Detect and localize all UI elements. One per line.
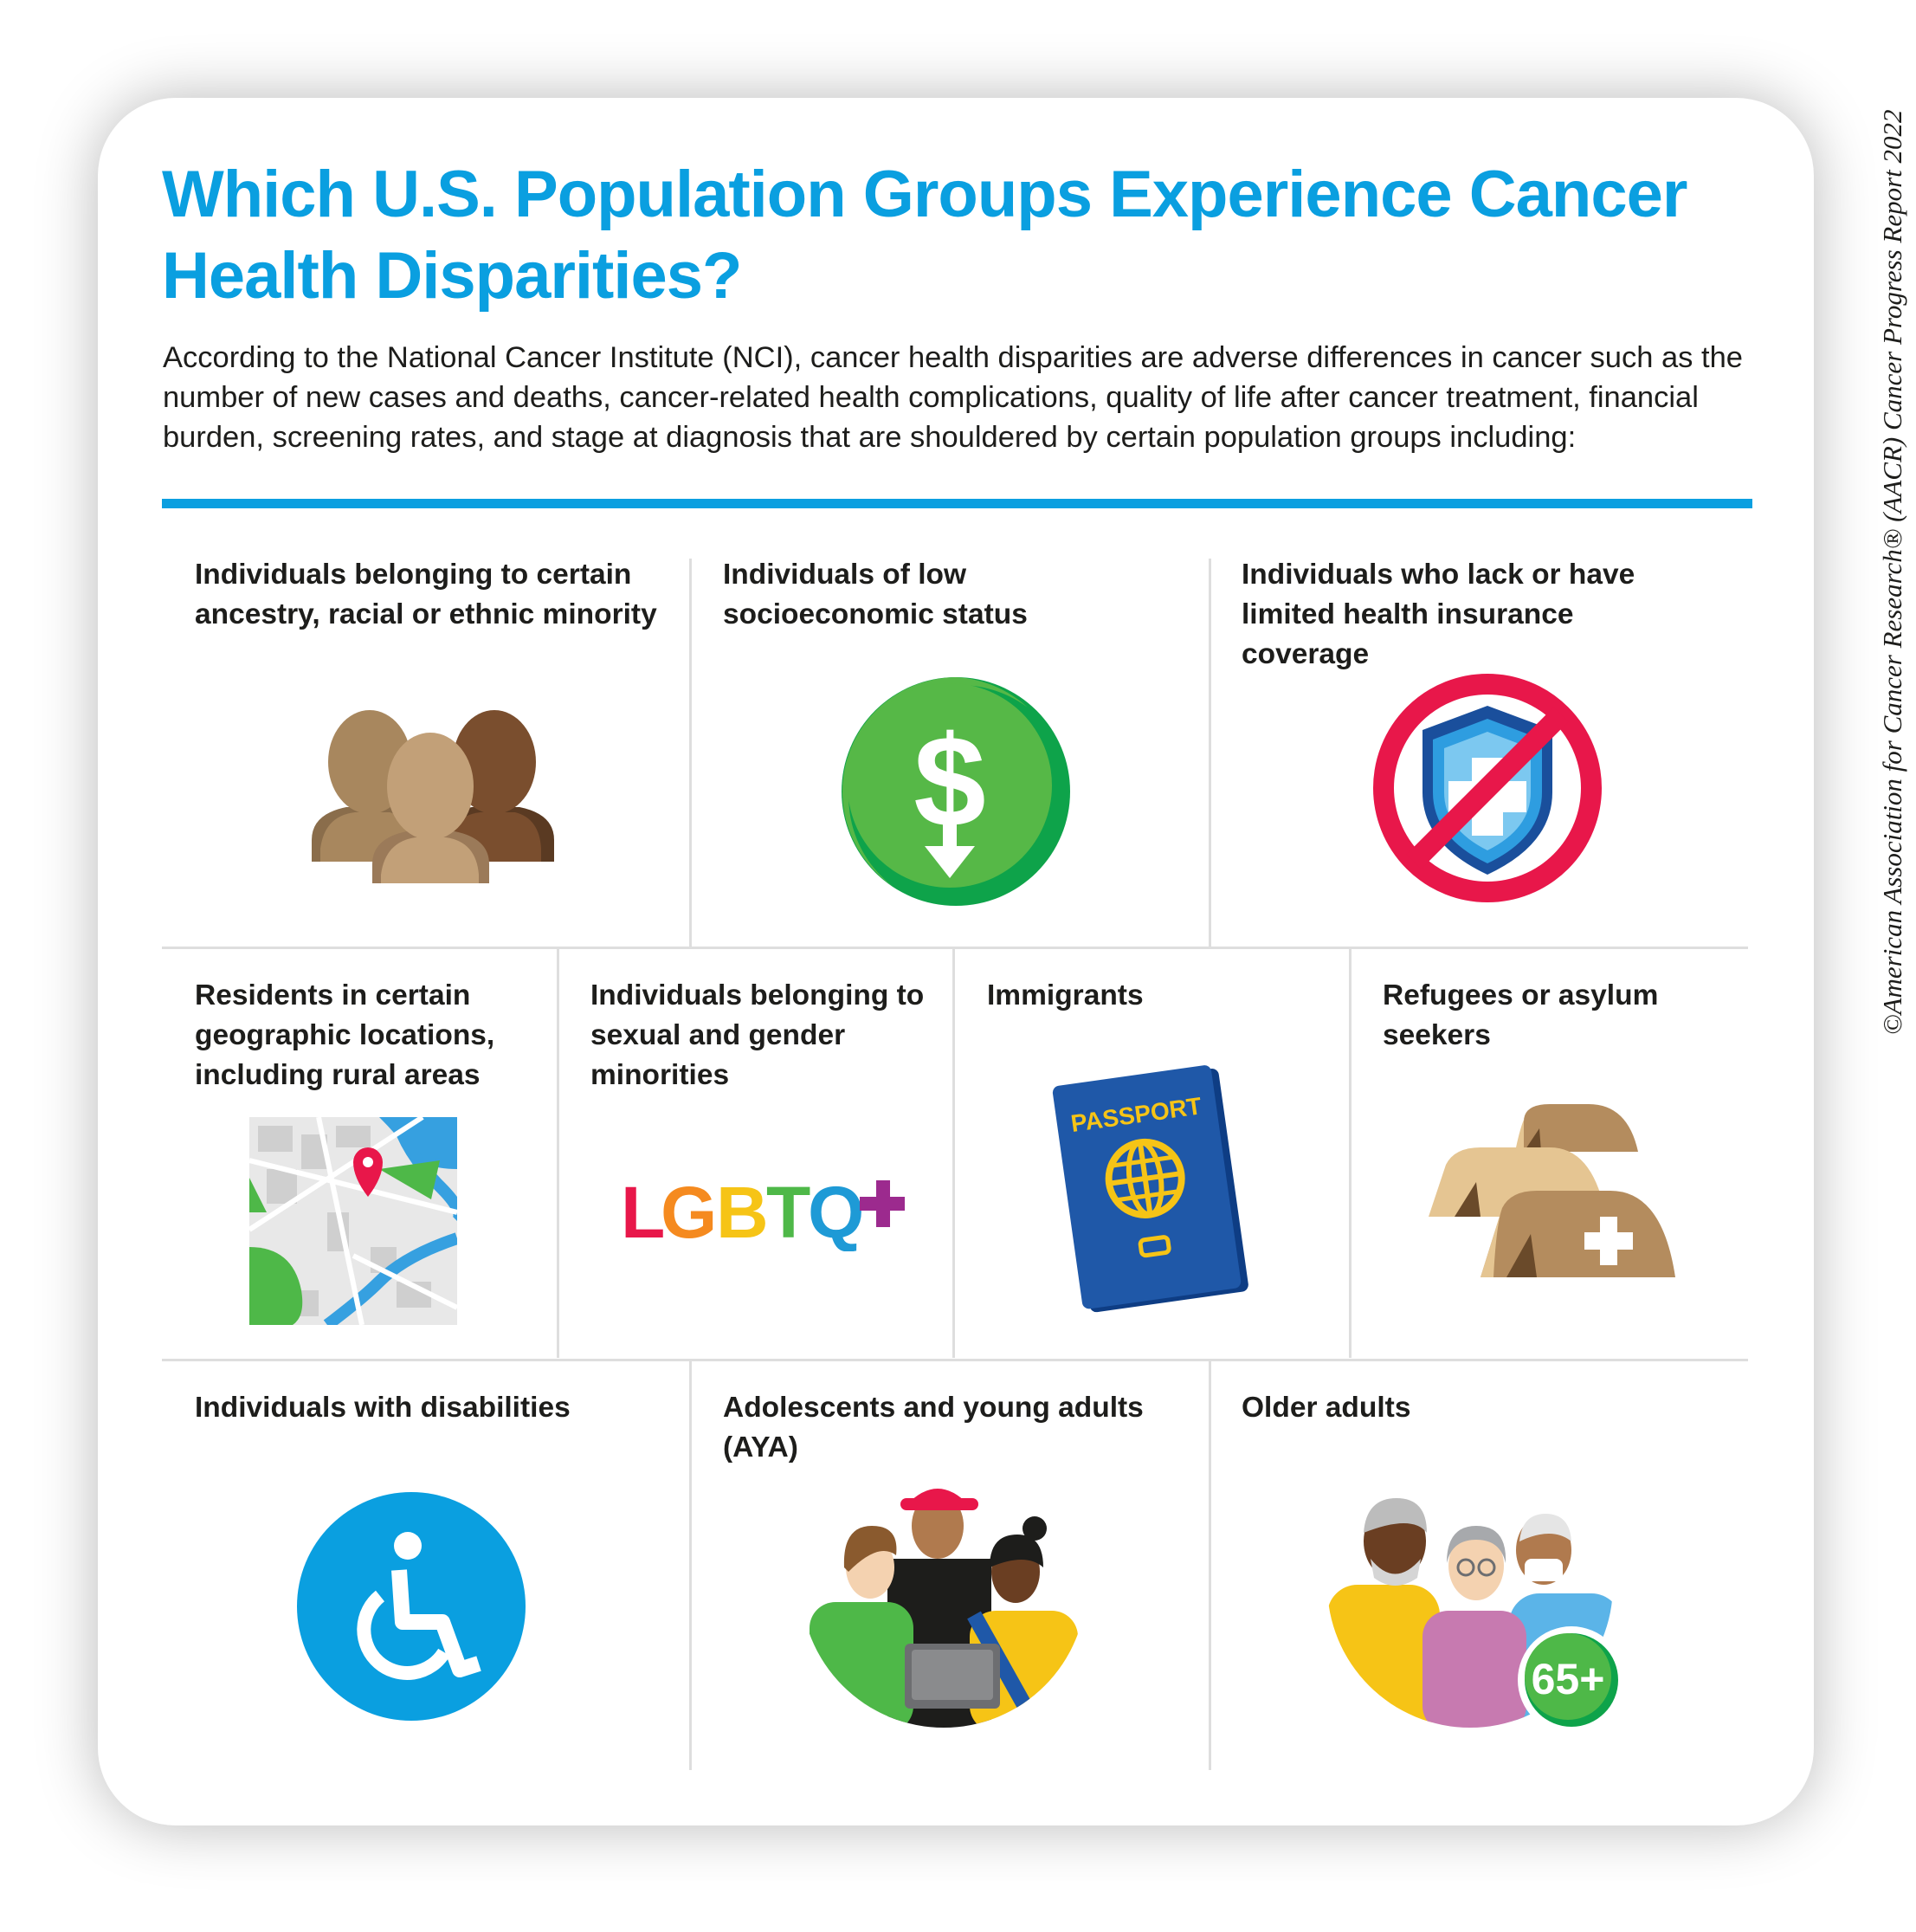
- lgbtq-icon: L G B T Q: [621, 1172, 905, 1251]
- group-label-geographic: Residents in certain geographic location…: [195, 979, 495, 1091]
- dollar-down-icon: $: [842, 677, 1070, 906]
- group-label-sexual-gender: Individuals belonging to sexual and gend…: [590, 979, 925, 1091]
- copyright-text: ©American Association for Cancer Researc…: [1877, 109, 1907, 1035]
- grid-divider: [689, 1361, 692, 1770]
- copyright-credit: ©American Association for Cancer Researc…: [1834, 95, 1907, 1039]
- svg-text:Q: Q: [808, 1172, 864, 1251]
- grid-divider: [162, 947, 1748, 949]
- grid-divider: [689, 559, 692, 947]
- older-adults-icon: 65+: [1327, 1498, 1625, 1732]
- group-label-socioeconomic: Individuals of low socioeconomic status: [723, 559, 1028, 630]
- wheelchair-icon: [297, 1492, 526, 1721]
- grid-divider: [1209, 1361, 1211, 1770]
- group-label-older-adults: Older adults: [1242, 1392, 1411, 1424]
- group-label-ancestry: Individuals belonging to certain ancestr…: [195, 559, 657, 630]
- grid-divider: [952, 949, 955, 1358]
- divider-rule: [162, 499, 1752, 508]
- svg-text:B: B: [716, 1172, 769, 1251]
- intro-text: According to the National Cancer Institu…: [163, 341, 1743, 454]
- svg-text:T: T: [766, 1172, 810, 1251]
- grid-divider: [1349, 949, 1352, 1358]
- passport-icon: PASSPORT: [1052, 1065, 1248, 1313]
- grid-divider: [557, 949, 559, 1358]
- tents-icon: [1429, 1104, 1675, 1277]
- young-adults-icon: [810, 1489, 1078, 1728]
- no-insurance-icon: [1373, 674, 1602, 902]
- page-title: Which U.S. Population Groups Experience …: [162, 158, 1687, 313]
- people-heads-icon: [312, 710, 554, 883]
- svg-text:G: G: [661, 1172, 717, 1251]
- group-label-refugees: Refugees or asylum seekers: [1383, 979, 1659, 1051]
- group-label-disabilities: Individuals with disabilities: [195, 1392, 571, 1424]
- group-label-immigrants: Immigrants: [987, 979, 1144, 1011]
- grid-divider: [1209, 559, 1211, 947]
- grid-divider: [162, 1359, 1748, 1361]
- svg-text:L: L: [621, 1172, 665, 1251]
- group-label-insurance: Individuals who lack or have limited hea…: [1242, 559, 1635, 670]
- map-icon: [249, 1117, 457, 1325]
- svg-text:65+: 65+: [1532, 1655, 1605, 1703]
- group-label-aya: Adolescents and young adults (AYA): [723, 1392, 1144, 1464]
